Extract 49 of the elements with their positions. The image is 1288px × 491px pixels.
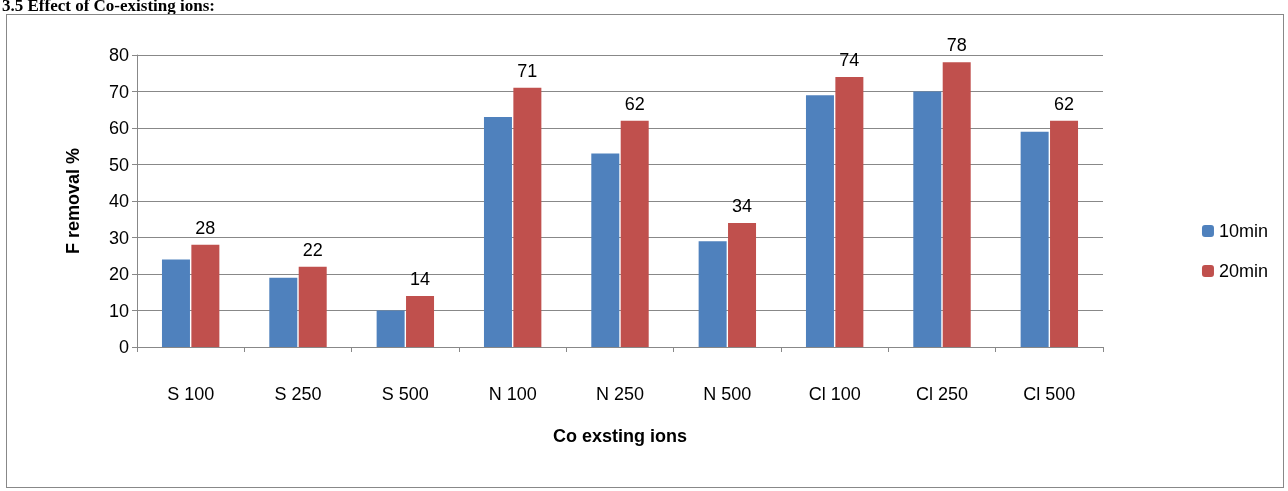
x-tick-label: Cl 100 [808, 384, 861, 404]
x-tick-label: N 250 [595, 384, 645, 404]
x-tick-label: S 250 [274, 384, 322, 404]
bar [728, 222, 757, 347]
bar [591, 153, 620, 347]
data-label: 28 [195, 217, 216, 238]
y-tick-label: 70 [108, 81, 129, 102]
bar [620, 120, 649, 347]
x-tick-label: Cl 250 [915, 384, 969, 404]
bar [191, 244, 220, 347]
bar [698, 241, 727, 347]
bar [913, 91, 942, 347]
bar [513, 87, 542, 347]
bar [376, 310, 405, 347]
bar [835, 76, 864, 347]
x-tick-label: Cl 500 [1023, 384, 1076, 404]
bar [483, 117, 512, 347]
data-label: 62 [624, 93, 645, 114]
bar [406, 295, 435, 347]
legend-label: 10min [1218, 221, 1269, 241]
data-label: 74 [839, 49, 860, 70]
x-tick-label: N 100 [488, 384, 537, 404]
data-label: 22 [302, 239, 323, 260]
y-axis-title: F removal % [63, 147, 83, 255]
x-tick-label: N 500 [703, 384, 752, 404]
data-label: 78 [946, 35, 967, 56]
y-tick-label: 0 [118, 337, 129, 357]
x-axis-title: Co exsting ions [552, 426, 688, 446]
x-tick-label: S 100 [167, 384, 215, 404]
bar [269, 277, 298, 347]
legend-label: 20min [1218, 261, 1269, 281]
bar [161, 259, 190, 347]
data-label: 62 [1054, 93, 1075, 114]
y-tick-label: 30 [108, 227, 129, 248]
y-tick-label: 20 [108, 264, 129, 284]
y-tick-label: 50 [108, 154, 129, 175]
y-tick-label: 40 [108, 191, 129, 211]
x-tick-label: S 500 [381, 384, 429, 404]
bar [1050, 120, 1079, 347]
bar [942, 62, 971, 347]
data-label: 14 [410, 268, 431, 289]
y-tick-label: 10 [108, 300, 129, 321]
data-label: 71 [517, 60, 538, 81]
y-tick-label: 60 [108, 118, 129, 138]
bar [1020, 131, 1049, 347]
y-tick-label: 80 [108, 45, 129, 65]
data-label: 34 [732, 195, 753, 216]
bar [805, 95, 834, 347]
bar [298, 266, 327, 347]
